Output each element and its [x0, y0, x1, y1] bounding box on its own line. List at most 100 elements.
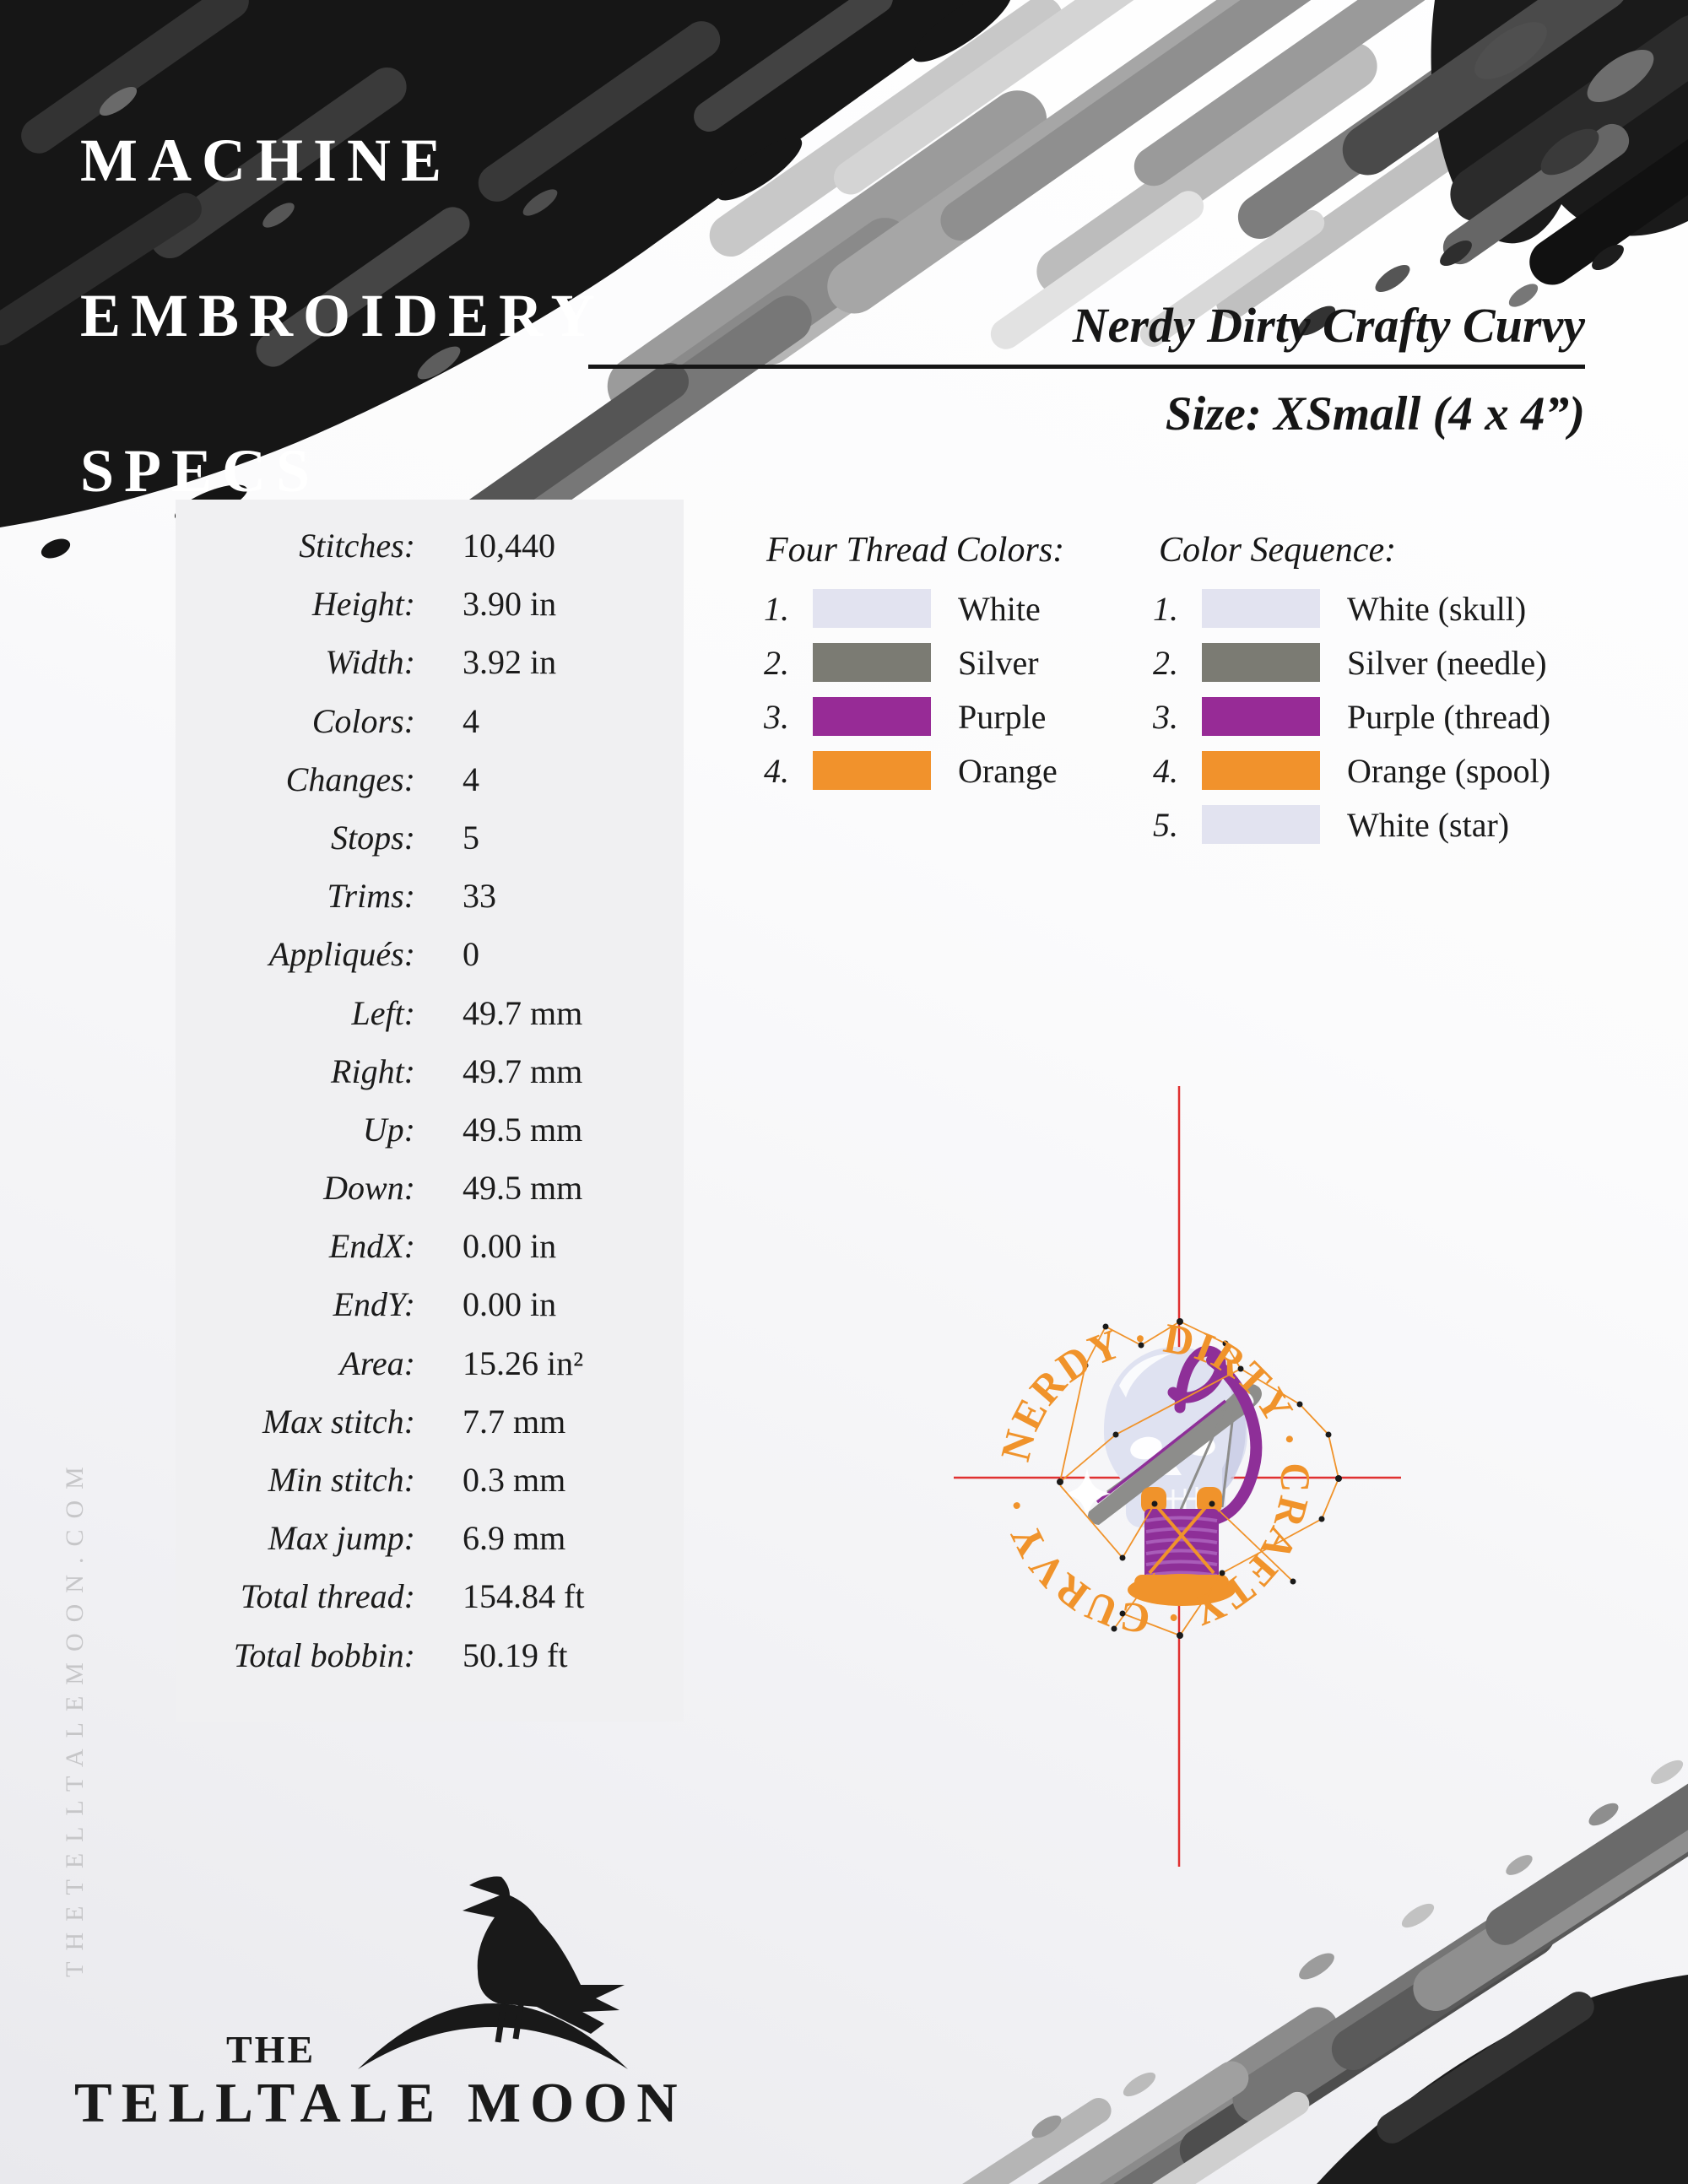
- table-row: Left: 49.7 mm: [176, 984, 684, 1042]
- item-number: 5.: [1153, 805, 1178, 844]
- spec-label: Stitches:: [299, 527, 415, 565]
- table-row: Stitches: 10,440: [176, 516, 684, 575]
- spec-value: 4: [463, 760, 479, 798]
- color-label: White (star): [1347, 805, 1510, 844]
- table-row: Right: 49.7 mm: [176, 1042, 684, 1100]
- table-row: Appliqués: 0: [176, 925, 684, 983]
- list-item: 2. Silver (needle): [1153, 635, 1550, 689]
- spec-value: 154.84 ft: [463, 1577, 585, 1616]
- spec-label: Max jump:: [268, 1519, 415, 1558]
- table-row: Min stitch: 0.3 mm: [176, 1451, 684, 1509]
- spec-value: 3.90 in: [463, 585, 557, 624]
- crow-icon: [463, 1876, 625, 2034]
- page-title: MACHINE EMBROIDERY SPECS: [80, 44, 605, 587]
- color-swatch: [813, 697, 931, 736]
- spec-value: 10,440: [463, 527, 555, 565]
- specs-table: Stitches: 10,440 Height: 3.90 in Width: 3.9…: [176, 516, 684, 1684]
- specs-panel: [176, 500, 684, 1722]
- design-size: Size: XSmall (4 x 4”): [1165, 387, 1585, 441]
- spec-value: 33: [463, 877, 496, 916]
- thread-colors-list: 1. White 2. Silver 3. Purple 4. Orange: [764, 581, 1058, 797]
- table-row: Max jump: 6.9 mm: [176, 1509, 684, 1567]
- logo-telltale-moon: TELLTALE MOON: [74, 2072, 687, 2134]
- item-number: 3.: [764, 697, 789, 736]
- spec-value: 7.7 mm: [463, 1402, 566, 1441]
- list-item: 4. Orange (spool): [1153, 743, 1550, 797]
- list-item: 4. Orange: [764, 743, 1058, 797]
- page-title-line3: SPECS: [80, 437, 321, 505]
- table-row: Max stitch: 7.7 mm: [176, 1392, 684, 1451]
- table-row: Total thread: 154.84 ft: [176, 1567, 684, 1625]
- spec-label: Total thread:: [240, 1577, 415, 1616]
- website-vertical-text: THETELLTALEMOON.COM: [61, 1456, 89, 1977]
- color-swatch: [1202, 751, 1320, 790]
- color-swatch: [1202, 589, 1320, 628]
- item-number: 2.: [764, 643, 789, 682]
- color-swatch: [1202, 643, 1320, 682]
- spec-value: 5: [463, 818, 479, 857]
- crescent-moon: [358, 2003, 628, 2069]
- color-label: Orange (spool): [1347, 751, 1551, 790]
- thread-loop: [1167, 1345, 1263, 1524]
- spec-value: 49.7 mm: [463, 993, 583, 1032]
- logo-the: THE: [226, 2028, 316, 2071]
- color-swatch: [813, 589, 931, 628]
- table-row: Colors: 4: [176, 692, 684, 750]
- design-name: Nerdy Dirty Crafty Curvy: [1072, 298, 1585, 353]
- spec-label: Total bobbin:: [233, 1635, 415, 1674]
- color-label: Silver (needle): [1347, 643, 1547, 682]
- item-number: 3.: [1153, 697, 1178, 736]
- table-row: Up: 49.5 mm: [176, 1100, 684, 1159]
- item-number: 2.: [1153, 643, 1178, 682]
- top-banner-brush: [0, 0, 1688, 582]
- spec-label: Width:: [325, 643, 415, 682]
- table-row: Width: 3.92 in: [176, 633, 684, 691]
- color-label: White (skull): [1347, 589, 1527, 628]
- color-label: Purple (thread): [1347, 697, 1551, 736]
- spec-value: 49.5 mm: [463, 1110, 583, 1149]
- item-number: 4.: [1153, 751, 1178, 790]
- spec-label: Max stitch:: [262, 1402, 415, 1441]
- table-row: Trims: 33: [176, 867, 684, 925]
- table-row: Area: 15.26 in²: [176, 1334, 684, 1392]
- list-item: 5. White (star): [1153, 797, 1550, 851]
- list-item: 1. White: [764, 581, 1058, 635]
- color-label: Orange: [958, 751, 1058, 790]
- spec-value: 0.00 in: [463, 1227, 557, 1266]
- color-sequence-heading: Color Sequence:: [1159, 531, 1397, 570]
- color-swatch: [1202, 805, 1320, 844]
- bottom-right-brush: [880, 1734, 1688, 2184]
- star-sparkle: [1063, 1468, 1111, 1519]
- header-divider: [588, 365, 1585, 369]
- spec-label: Changes:: [285, 760, 415, 798]
- table-row: Changes: 4: [176, 750, 684, 808]
- spec-label: Down:: [323, 1169, 415, 1208]
- table-row: EndY: 0.00 in: [176, 1275, 684, 1333]
- spec-value: 49.5 mm: [463, 1169, 583, 1208]
- spec-value: 50.19 ft: [463, 1635, 568, 1674]
- design-preview: NERDY · DIRTY · CRAFTY · CURVY ·: [954, 1086, 1401, 1867]
- spec-label: Min stitch:: [268, 1461, 415, 1499]
- color-label: White: [958, 589, 1041, 628]
- item-number: 4.: [764, 751, 789, 790]
- color-sequence-list: 1. White (skull) 2. Silver (needle) 3. Purp…: [1153, 581, 1550, 851]
- table-row: Total bobbin: 50.19 ft: [176, 1626, 684, 1684]
- spec-label: Stops:: [331, 818, 415, 857]
- spec-label: EndY:: [333, 1285, 415, 1324]
- spec-label: Area:: [339, 1343, 415, 1382]
- spec-label: Height:: [311, 585, 415, 624]
- thread-spool: [1128, 1487, 1236, 1606]
- spec-value: 6.9 mm: [463, 1519, 566, 1558]
- spec-value: 3.92 in: [463, 643, 557, 682]
- spec-value: 4: [463, 701, 479, 740]
- color-label: Purple: [958, 697, 1047, 736]
- table-row: Stops: 5: [176, 808, 684, 867]
- page-title-line2: EMBROIDERY: [80, 282, 605, 349]
- table-row: Down: 49.5 mm: [176, 1159, 684, 1217]
- color-swatch: [813, 643, 931, 682]
- spec-label: Appliqués:: [268, 935, 415, 974]
- spec-label: Left:: [351, 993, 415, 1032]
- color-swatch: [1202, 697, 1320, 736]
